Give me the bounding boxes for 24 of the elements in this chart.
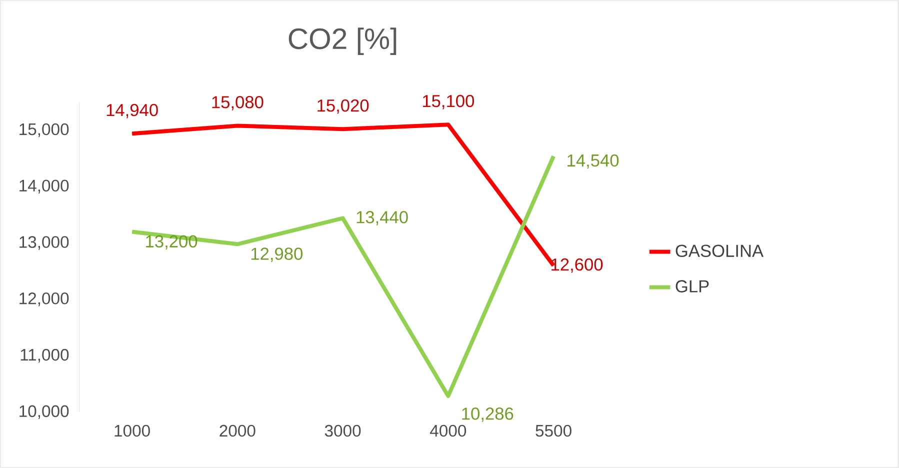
x-tick-label: 2000 — [220, 424, 256, 437]
legend-label: GASOLINA — [676, 244, 764, 257]
data-label: 15,020 — [318, 99, 369, 114]
data-label: 10,286 — [462, 407, 514, 422]
x-tick-label: 3000 — [324, 424, 361, 437]
data-label: 14,540 — [568, 154, 619, 169]
x-tick-label: 4000 — [430, 424, 466, 437]
y-tick-label: 10,000 — [20, 405, 69, 419]
legend-label: GLP — [676, 280, 709, 292]
data-label: 15,100 — [422, 94, 474, 110]
y-tick-label: 15,000 — [20, 123, 69, 138]
y-tick-label: 12,000 — [20, 292, 69, 306]
y-tick-label: 13,000 — [20, 236, 69, 250]
x-tick-label: 1000 — [114, 424, 150, 437]
data-label: 15,080 — [212, 96, 264, 110]
chart-title: CO2 [%] — [288, 28, 396, 55]
y-tick-label: 11,000 — [20, 348, 69, 363]
y-tick-label: 14,000 — [20, 180, 69, 194]
data-label: 13,440 — [356, 210, 408, 226]
data-label: 13,200 — [146, 235, 198, 250]
data-label: 14,940 — [106, 104, 158, 118]
data-label: 12,980 — [251, 248, 302, 262]
x-tick-label: 5500 — [536, 424, 572, 437]
data-label: 12,600 — [552, 258, 603, 273]
